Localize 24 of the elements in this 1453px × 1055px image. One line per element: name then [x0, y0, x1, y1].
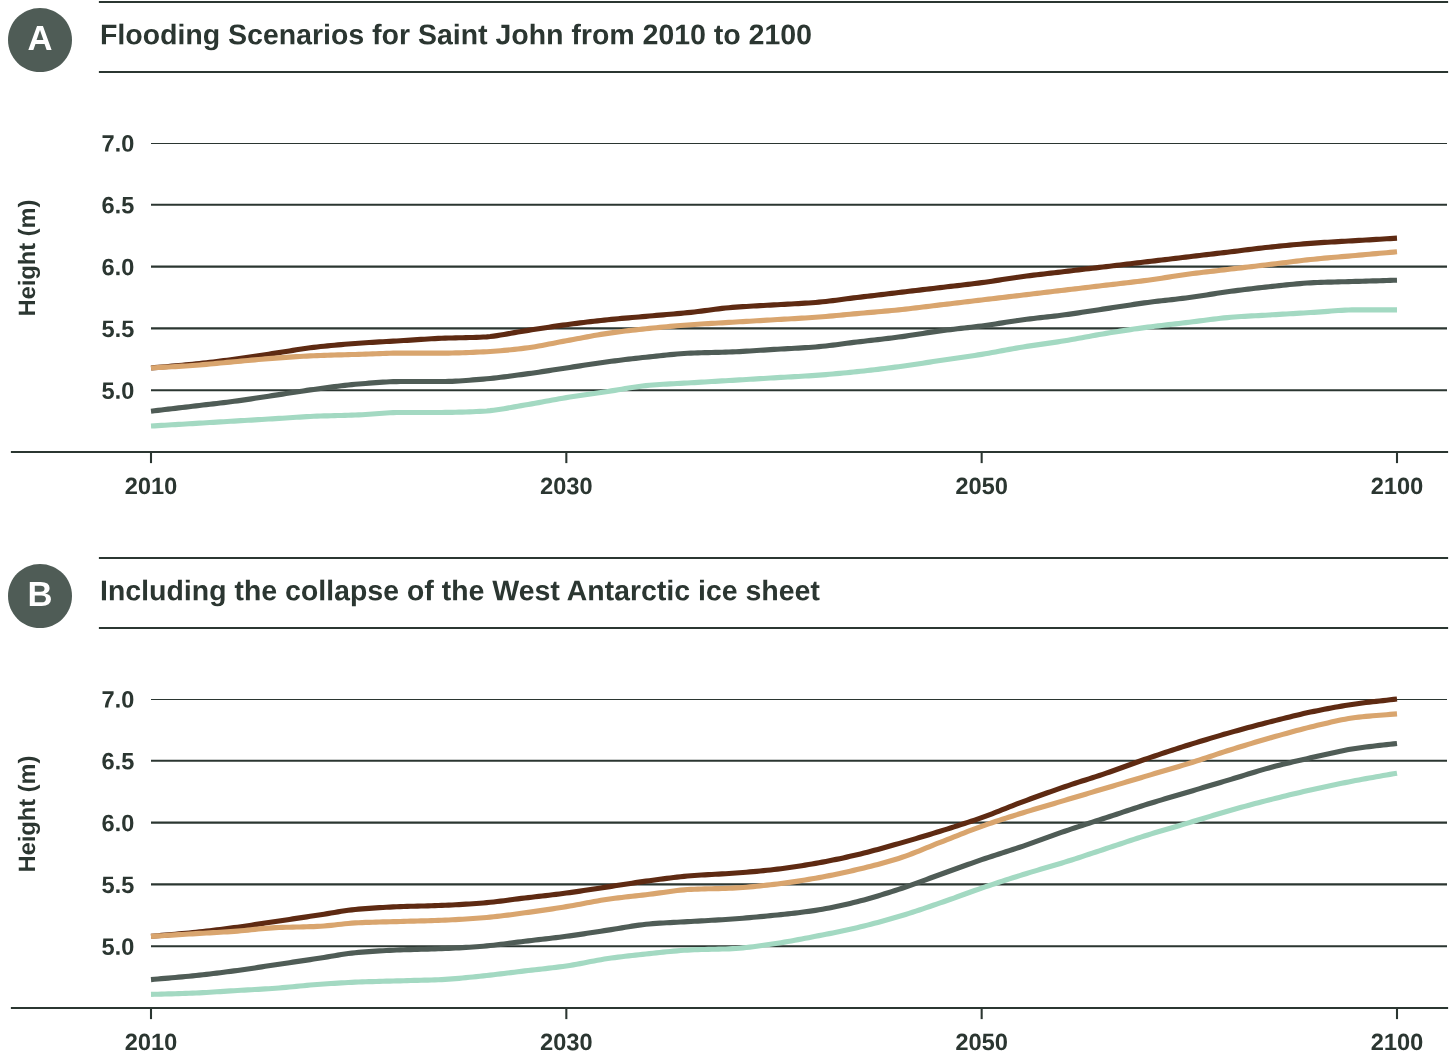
x-tick-label: 2050 — [956, 1033, 1007, 1051]
y-tick-label: 5.0 — [102, 938, 134, 955]
y-tick-label: 7.0 — [102, 135, 134, 152]
x-tick-label: 2100 — [1371, 477, 1423, 495]
x-tick-label: 2100 — [1371, 1033, 1423, 1051]
y-tick-label: 6.5 — [102, 752, 134, 770]
text: B — [29, 582, 51, 606]
x-tick-label: 2010 — [125, 1033, 177, 1051]
text: A — [28, 26, 52, 50]
y-tick-label: 6.0 — [102, 814, 134, 832]
y-tick-label: 7.0 — [102, 691, 134, 708]
chart-title: Flooding Scenarios for Saint John from 2010 to 2100 — [101, 23, 811, 51]
x-tick-label: 2030 — [540, 1033, 592, 1051]
y-axis-title: Height (m) — [17, 756, 40, 871]
x-tick-label: 2030 — [540, 477, 592, 495]
chart-title: Including the collapse of the West Antarctic ice sheet — [101, 579, 820, 607]
x-tick-label: 2050 — [956, 477, 1007, 495]
y-tick-label: 6.0 — [102, 258, 134, 276]
y-tick-label: 5.0 — [102, 382, 134, 399]
y-tick-label: 5.5 — [102, 320, 134, 338]
y-tick-label: 6.5 — [102, 196, 134, 214]
y-axis-title: Height (m) — [17, 200, 40, 315]
y-tick-label: 5.5 — [102, 876, 134, 894]
x-tick-label: 2010 — [125, 477, 177, 495]
